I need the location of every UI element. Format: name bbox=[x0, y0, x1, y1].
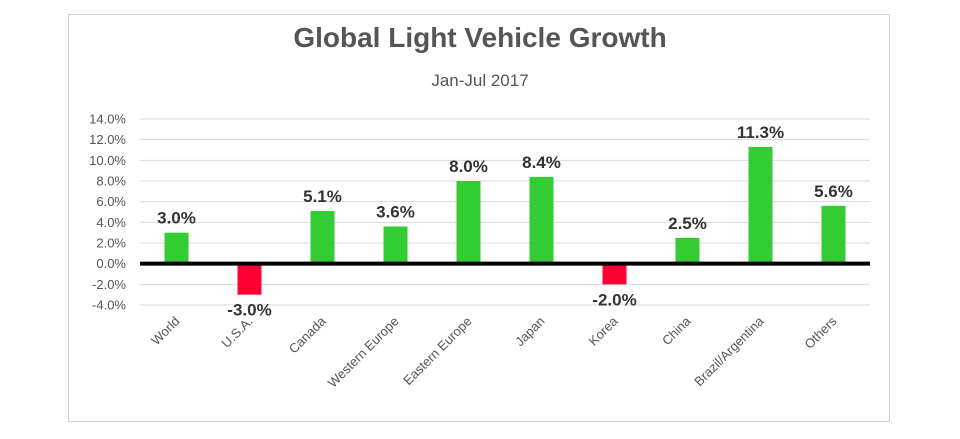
chart-subtitle: Jan-Jul 2017 bbox=[431, 71, 529, 90]
y-tick-label: 4.0% bbox=[96, 215, 126, 230]
x-category-label: Others bbox=[801, 313, 840, 352]
x-category-label: Western Europe bbox=[325, 314, 402, 391]
bar-eastern-europe bbox=[456, 181, 481, 264]
x-category-label: Canada bbox=[286, 313, 329, 356]
bar-u-s-a- bbox=[237, 263, 262, 295]
data-label: -2.0% bbox=[592, 290, 636, 309]
bar-brazil-argentina bbox=[748, 146, 773, 264]
y-tick-label: 14.0% bbox=[89, 112, 126, 127]
bar-canada bbox=[310, 210, 335, 264]
x-category-label: Brazil/Argentina bbox=[691, 313, 767, 389]
data-label: 8.4% bbox=[522, 153, 561, 172]
bars bbox=[164, 146, 846, 295]
data-labels: 3.0% -3.0% 5.1% 3.6% 8.0% 8.4% -2.0% 2.5% 11.3% 5… bbox=[157, 123, 853, 320]
bar-western-europe bbox=[383, 226, 408, 264]
y-tick-label: 0.0% bbox=[96, 256, 126, 271]
data-label: 8.0% bbox=[449, 157, 488, 176]
x-category-label: Japan bbox=[512, 314, 548, 350]
x-category-label: Korea bbox=[585, 313, 621, 349]
y-tick-label: 8.0% bbox=[96, 174, 126, 189]
x-category-label: Eastern Europe bbox=[400, 314, 474, 388]
data-label: 11.3% bbox=[737, 123, 784, 142]
chart-title: Global Light Vehicle Growth bbox=[293, 22, 667, 53]
x-category-label: World bbox=[148, 314, 182, 348]
y-tick-label: 12.0% bbox=[89, 132, 126, 147]
data-label: 5.6% bbox=[814, 182, 853, 201]
y-tick-label: 6.0% bbox=[96, 194, 126, 209]
bar-japan bbox=[529, 176, 554, 264]
y-tick-label: -2.0% bbox=[92, 277, 126, 292]
data-label: 2.5% bbox=[668, 214, 707, 233]
data-label: -3.0% bbox=[227, 301, 271, 320]
y-tick-label: -4.0% bbox=[92, 298, 126, 313]
y-tick-label: 2.0% bbox=[96, 236, 126, 251]
bar-korea bbox=[602, 263, 627, 285]
x-category-label: China bbox=[659, 313, 694, 348]
bar-others bbox=[821, 205, 846, 264]
y-tick-label: 10.0% bbox=[89, 153, 126, 168]
bar-china bbox=[675, 237, 700, 264]
y-axis-ticks: 14.0% 12.0% 10.0% 8.0% 6.0% 4.0% 2.0% 0.0% -2.0%… bbox=[89, 112, 126, 313]
data-label: 5.1% bbox=[303, 187, 342, 206]
gridlines bbox=[140, 118, 870, 306]
data-label: 3.6% bbox=[376, 202, 415, 221]
data-label: 3.0% bbox=[157, 209, 196, 228]
bar-world bbox=[164, 232, 189, 264]
